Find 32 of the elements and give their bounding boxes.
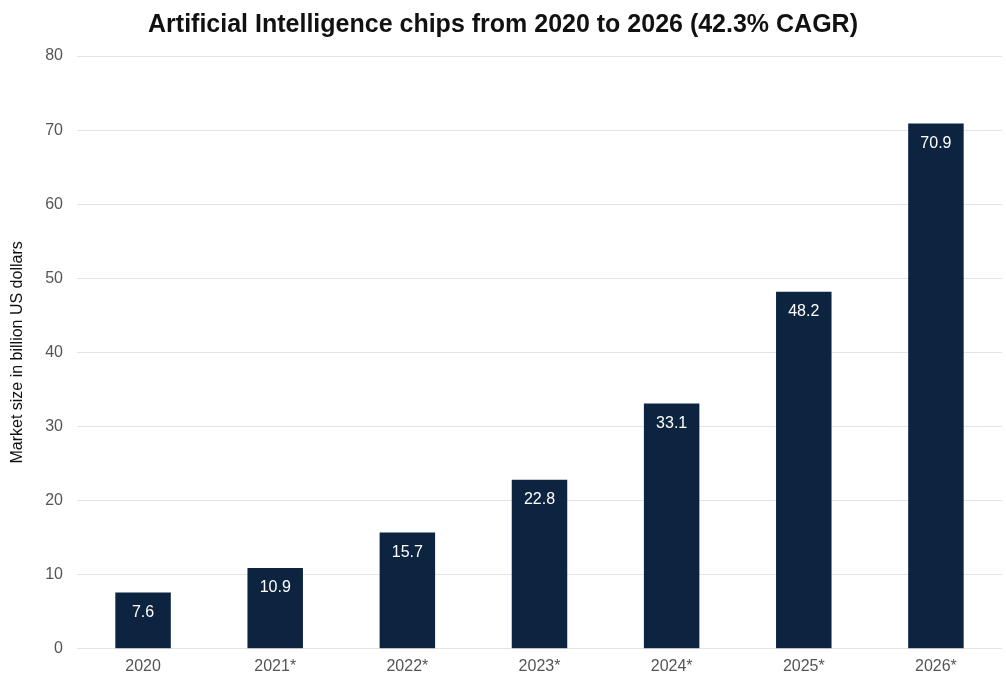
y-tick-label: 70 xyxy=(45,120,64,138)
data-label: 48.2 xyxy=(788,302,820,320)
data-label: 22.8 xyxy=(523,490,556,508)
x-tick-label: 2022* xyxy=(386,656,429,674)
y-tick-label: 30 xyxy=(45,416,64,434)
data-label: 15.7 xyxy=(391,542,424,560)
data-label: 7.6 xyxy=(131,602,155,620)
data-label: 70.9 xyxy=(920,133,952,151)
x-tick-label: 2025* xyxy=(782,656,825,674)
y-tick-label: 0 xyxy=(54,639,64,657)
data-label: 33.1 xyxy=(656,413,688,431)
bar xyxy=(379,532,436,649)
y-tick-label: 50 xyxy=(45,268,64,286)
bar xyxy=(115,592,171,649)
x-tick-label: 2024* xyxy=(650,656,693,674)
y-tick-label: 60 xyxy=(45,194,64,212)
bar xyxy=(908,123,964,649)
y-tick-label: 20 xyxy=(45,491,64,509)
y-axis-title: Market size in billion US dollars xyxy=(8,241,26,464)
bar xyxy=(511,479,568,649)
x-tick-label: 2021* xyxy=(254,656,297,674)
y-tick-label: 10 xyxy=(45,565,64,583)
y-tick-label: 80 xyxy=(45,46,64,64)
bar xyxy=(776,291,832,649)
x-tick-label: 2020 xyxy=(125,656,161,674)
bar xyxy=(247,568,303,649)
x-tick-label: 2023* xyxy=(518,656,561,674)
x-tick-label: 2026* xyxy=(915,656,957,674)
data-label: 10.9 xyxy=(259,578,291,596)
y-tick-label: 40 xyxy=(45,342,64,360)
bar xyxy=(643,403,700,649)
chart-title: Artificial Intelligence chips from 2020 to 2026 (42.3% CAGR) xyxy=(148,8,858,37)
